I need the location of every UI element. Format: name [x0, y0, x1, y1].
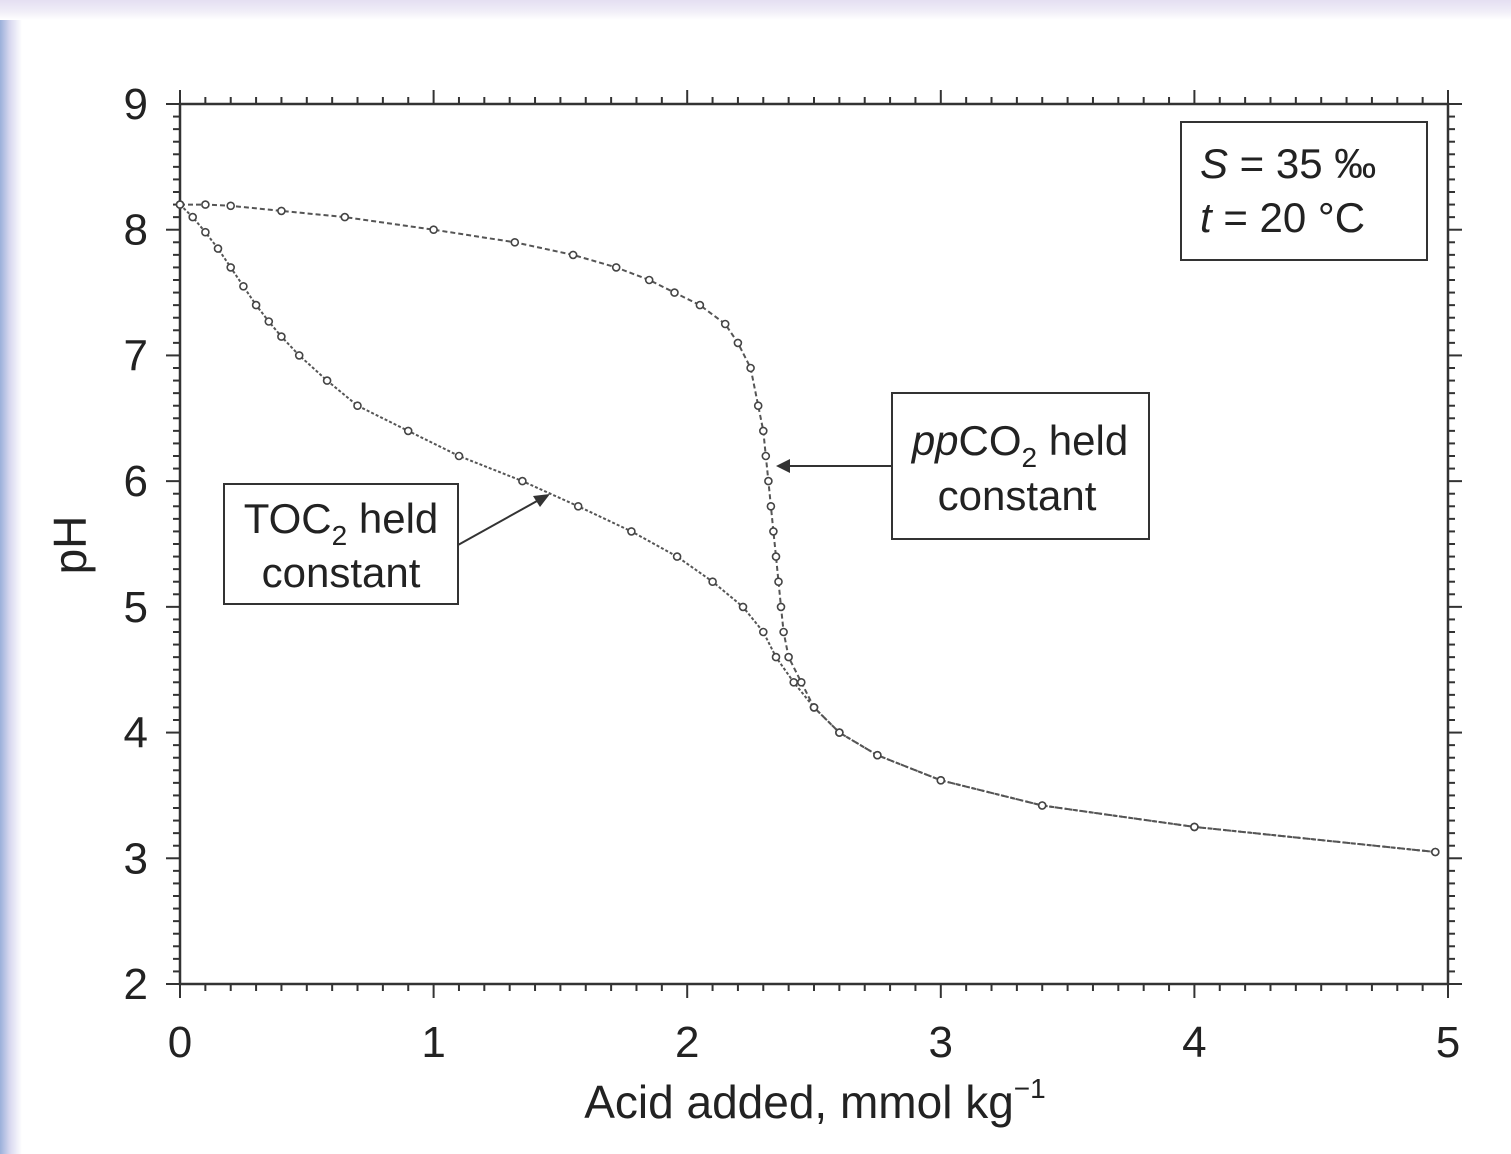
series-2-point — [1190, 822, 1199, 832]
series-1-point — [454, 451, 464, 461]
x-tick-label: 5 — [1436, 1018, 1460, 1067]
series-1-point — [201, 227, 210, 237]
series-1-point — [627, 527, 636, 536]
toc2-arrowhead — [533, 494, 550, 507]
top-gradient-band — [0, 0, 1511, 20]
series-2-point — [753, 401, 763, 411]
series-1-point — [403, 426, 413, 436]
x-axis-label-text: Acid added, mmol kg — [584, 1076, 1014, 1128]
series-2-point — [835, 728, 844, 737]
x-axis-label: Acid added, mmol kg−1 — [584, 1073, 1045, 1128]
series-2-point — [695, 300, 705, 310]
x-tick-label: 1 — [421, 1018, 445, 1067]
axes-group: 0 1 2 3 4 5 2 3 4 5 6 7 8 9 — [124, 80, 1462, 1067]
series-2-point — [1037, 801, 1047, 810]
series-2-point — [766, 501, 776, 511]
series-2-point — [761, 451, 771, 461]
series-1-point — [294, 351, 304, 360]
series-2-point — [774, 577, 783, 587]
ppco2-annotation-line2: constant — [938, 472, 1097, 519]
salinity-label: S = 35 ‰ — [1200, 140, 1376, 187]
series-2-point — [226, 201, 235, 211]
series-1-point — [353, 401, 362, 411]
ppco2-annotation-line1: ppCO2 held — [910, 417, 1128, 473]
series-2-point — [769, 527, 778, 536]
series-1-point — [264, 317, 274, 326]
ppco2-arrowhead — [776, 459, 790, 473]
y-tick-label: 2 — [124, 960, 148, 1009]
series-1-point — [738, 602, 748, 612]
toc2-annotation-line1: TOC2 held — [244, 495, 439, 551]
y-tick-label: 3 — [124, 834, 148, 883]
series-2-point — [510, 238, 520, 247]
ppco2-annotation-box — [891, 392, 1150, 540]
series-line-2 — [180, 203, 1436, 853]
series-1-point — [213, 244, 223, 253]
x-tick-label: 0 — [168, 1018, 192, 1067]
series-2-point — [277, 206, 286, 216]
x-tick-label: 4 — [1182, 1018, 1206, 1067]
series-2-point — [340, 212, 350, 222]
series-1-point — [758, 627, 768, 637]
y-tick-label: 4 — [124, 709, 148, 758]
series-2-point — [771, 552, 781, 561]
y-tick-label: 9 — [124, 80, 148, 129]
toc2-annotation-arrow — [457, 495, 547, 546]
series-1-point — [277, 332, 286, 341]
series-2-point — [779, 627, 788, 637]
series-1-point — [708, 577, 717, 587]
series-1-point — [239, 281, 248, 291]
series-2-point — [429, 225, 438, 234]
series-2-point — [670, 288, 679, 297]
salinity-symbol: S — [1200, 140, 1228, 187]
series-1-point — [789, 677, 799, 687]
toc2-annotation-line2: constant — [262, 549, 421, 596]
y-tick-label: 8 — [124, 206, 148, 255]
conditions-box — [1180, 121, 1428, 261]
series-2-point — [746, 363, 755, 373]
series-2-point — [809, 703, 819, 712]
series-2-point — [1431, 847, 1440, 857]
temperature-label: t = 20 °C — [1200, 194, 1365, 241]
x-tick-label: 3 — [929, 1018, 953, 1067]
series-1-point — [322, 376, 332, 385]
series-line-1 — [179, 203, 1436, 853]
series-2-point — [796, 677, 806, 687]
series-2-point — [611, 263, 621, 272]
series-2-point — [764, 476, 773, 486]
series-2-point — [733, 338, 743, 348]
series-1-point — [672, 552, 682, 561]
series-2-point — [936, 775, 946, 785]
y-tick-label: 7 — [124, 331, 148, 380]
series-2-point — [784, 652, 793, 662]
series-1-point — [226, 263, 235, 272]
series-2-point — [201, 200, 210, 209]
salinity-value: = 35 ‰ — [1228, 140, 1376, 187]
y-axis-label: pH — [44, 516, 96, 575]
x-axis-label-superscript: −1 — [1014, 1073, 1046, 1104]
series-layer — [175, 200, 1440, 857]
series-2-point — [568, 250, 578, 260]
series-1-point — [251, 300, 261, 310]
toc2-annotation-box — [223, 483, 459, 605]
series-2-point — [644, 275, 654, 285]
x-tick-label: 2 — [675, 1018, 699, 1067]
series-2-point — [873, 750, 882, 760]
temperature-symbol: t — [1200, 194, 1214, 241]
y-tick-label: 6 — [124, 457, 148, 506]
series-2-point — [720, 319, 730, 329]
series-1-point — [518, 476, 527, 486]
series-2-point — [758, 426, 768, 436]
series-2-point — [175, 200, 185, 209]
series-1-point — [188, 212, 197, 222]
series-2-point — [776, 602, 786, 612]
y-tick-label: 5 — [124, 583, 148, 632]
series-1-point — [573, 501, 583, 511]
temperature-value: = 20 °C — [1212, 194, 1365, 241]
series-1-point — [771, 652, 781, 662]
